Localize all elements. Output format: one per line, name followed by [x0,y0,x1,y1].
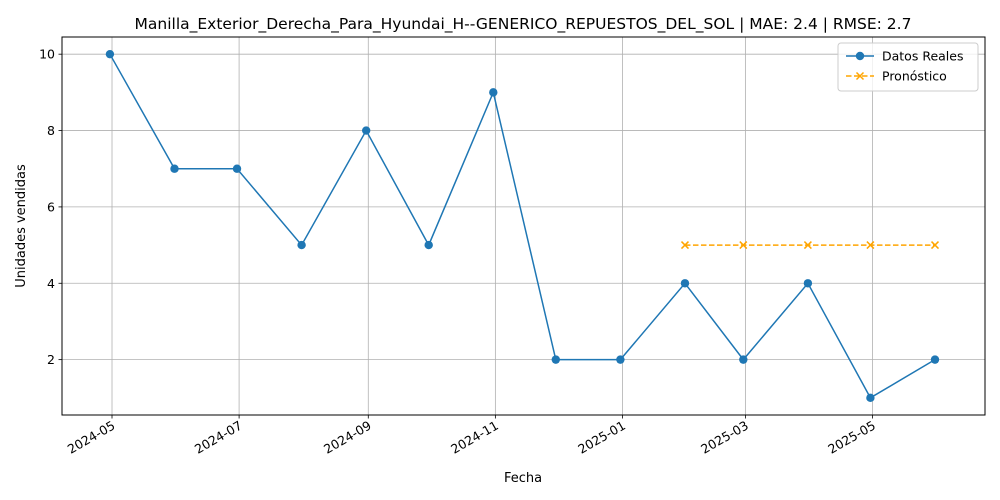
forecast-point [866,241,875,250]
forecast-point [930,241,940,250]
series-line-0 [109,53,936,399]
data-point [489,88,498,97]
data-point [170,164,179,173]
data-point [361,126,371,135]
data-point [930,355,940,364]
legend-marker-pronostico [855,71,865,81]
plot-frame [61,36,986,416]
data-point [739,355,748,364]
y-tick-label: 8 [47,123,55,138]
chart-title: Manilla_Exterior_Derecha_Para_Hyundai_H-… [135,15,912,34]
data-point [551,355,560,364]
legend-marker-datos-reales [855,51,865,61]
legend-label-datos-reales: Datos Reales [882,49,963,64]
legend-box [837,42,979,92]
y-axis-label: Unidades vendidas [14,164,29,288]
data-point [297,240,306,250]
data-point [866,393,875,403]
forecast-point [803,241,812,250]
y-tick-label: 6 [47,199,55,214]
series-layer [105,49,940,403]
forecast-point [680,241,690,250]
legend: Datos Reales Pronóstico [837,42,979,92]
data-point [616,355,625,364]
y-tick-label: 2 [47,352,55,367]
data-point [424,240,433,250]
data-point [803,279,813,288]
legend-label-pronostico: Pronóstico [882,69,947,84]
y-tick-label: 10 [39,47,55,62]
x-axis-label: Fecha [504,471,542,486]
data-point [680,279,690,288]
forecast-point [739,241,748,250]
data-point [232,164,242,173]
y-tick-label: 4 [47,276,55,291]
data-point [105,49,115,59]
